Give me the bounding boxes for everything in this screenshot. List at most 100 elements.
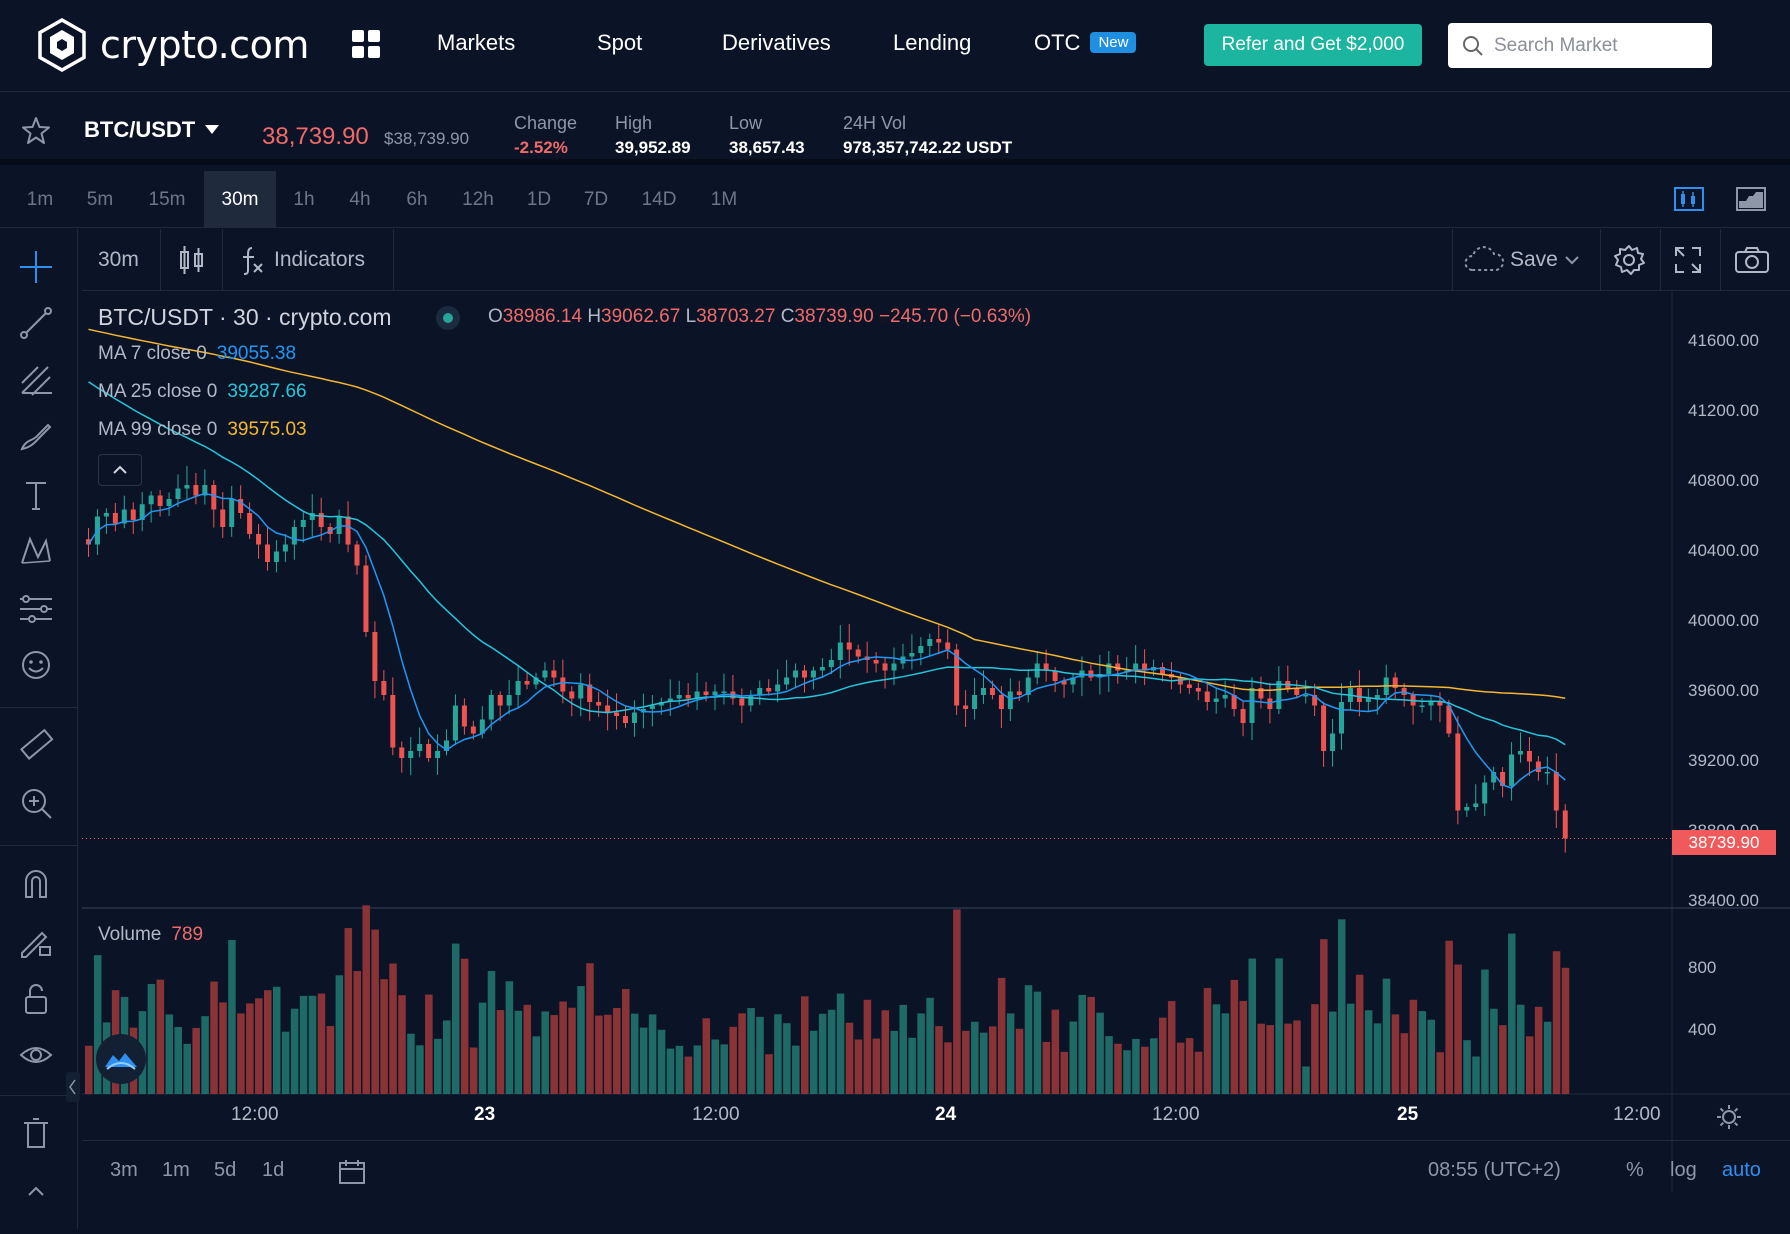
interval-5m[interactable]: 5m bbox=[86, 189, 114, 210]
indicators-button[interactable]: Indicators bbox=[238, 229, 365, 291]
candle-body bbox=[479, 719, 485, 734]
crosshair-icon[interactable] bbox=[14, 245, 58, 289]
favorite-star-icon[interactable] bbox=[20, 115, 52, 147]
candle-body bbox=[1303, 695, 1309, 697]
ma7-legend[interactable]: MA 7 close 0 39055.38 bbox=[98, 343, 296, 365]
eye-icon[interactable] bbox=[14, 1033, 58, 1077]
volume-bar bbox=[944, 1042, 952, 1094]
interval-1d[interactable]: 1D bbox=[526, 189, 552, 210]
emoji-icon[interactable] bbox=[14, 643, 58, 687]
tradingview-logo-icon[interactable] bbox=[96, 1034, 146, 1084]
volume-bar bbox=[586, 963, 594, 1094]
interval-14d[interactable]: 14D bbox=[641, 189, 677, 210]
ma99-legend[interactable]: MA 99 close 0 39575.03 bbox=[98, 419, 307, 441]
l-label: L bbox=[685, 306, 697, 327]
range-5d[interactable]: 5d bbox=[214, 1159, 237, 1181]
interval-15m[interactable]: 15m bbox=[148, 189, 186, 210]
ruler-icon[interactable] bbox=[14, 723, 58, 767]
settings-gear-icon[interactable] bbox=[1612, 229, 1646, 291]
trend-line-icon[interactable] bbox=[14, 301, 58, 345]
volume-bar bbox=[1194, 1051, 1203, 1094]
nav-lending[interactable]: Lending bbox=[893, 30, 972, 55]
interval-1mo[interactable]: 1M bbox=[710, 189, 738, 210]
nav-markets[interactable]: Markets bbox=[437, 30, 516, 55]
volume-bar bbox=[1185, 1038, 1194, 1094]
volume-bar bbox=[890, 1030, 898, 1094]
range-1d[interactable]: 1d bbox=[262, 1159, 285, 1181]
candle-body bbox=[470, 726, 476, 734]
volume-value: 789 bbox=[171, 924, 204, 945]
o-label: O bbox=[488, 306, 503, 327]
ticker-bar: BTC/USDT 38,739.90 $38,739.90 Change -2.5… bbox=[0, 93, 1790, 165]
candle-body bbox=[256, 534, 262, 545]
nav-derivatives[interactable]: Derivatives bbox=[722, 30, 831, 55]
candle-body bbox=[318, 513, 324, 527]
go-to-date-icon[interactable] bbox=[338, 1159, 366, 1185]
x-tick: 25 bbox=[1397, 1104, 1419, 1125]
search-input[interactable] bbox=[1494, 34, 1694, 57]
chevron-up-icon bbox=[113, 465, 127, 474]
interval-7d[interactable]: 7D bbox=[583, 189, 609, 210]
toolbar-interval[interactable]: 30m bbox=[98, 248, 139, 271]
chart-type-icon[interactable] bbox=[178, 229, 206, 291]
interval-6h[interactable]: 6h bbox=[406, 189, 428, 210]
brush-icon[interactable] bbox=[14, 415, 58, 459]
candle-body bbox=[748, 695, 754, 706]
range-3m[interactable]: 3m bbox=[110, 1159, 138, 1181]
interval-1m[interactable]: 1m bbox=[26, 189, 54, 210]
collapse-toolbar-icon[interactable] bbox=[66, 1072, 80, 1102]
interval-1h[interactable]: 1h bbox=[293, 189, 315, 210]
zoom-in-icon[interactable] bbox=[14, 781, 58, 825]
volume-bar bbox=[532, 1036, 540, 1094]
nav-spot[interactable]: Spot bbox=[597, 30, 643, 55]
log-toggle[interactable]: log bbox=[1670, 1159, 1697, 1181]
collapse-legend-button[interactable] bbox=[98, 454, 142, 486]
volume-bar bbox=[1275, 958, 1283, 1094]
auto-toggle[interactable]: auto bbox=[1722, 1159, 1761, 1181]
interval-30m[interactable]: 30m bbox=[204, 171, 276, 228]
ma25-legend[interactable]: MA 25 close 0 39287.66 bbox=[98, 381, 307, 403]
pitchfork-icon[interactable] bbox=[14, 359, 58, 403]
nav-otc[interactable]: OTC New bbox=[1034, 30, 1137, 56]
camera-icon[interactable] bbox=[1734, 229, 1770, 291]
pair-selector[interactable]: BTC/USDT bbox=[84, 117, 220, 143]
candle-body bbox=[1419, 705, 1425, 707]
candlestick-view-icon[interactable] bbox=[1674, 185, 1704, 213]
volume-bar bbox=[613, 1007, 621, 1094]
fullscreen-icon[interactable] bbox=[1672, 229, 1704, 291]
pattern-tool-icon[interactable] bbox=[14, 529, 58, 573]
lock-drawing-icon[interactable] bbox=[14, 919, 58, 963]
sun-settings-icon[interactable] bbox=[1716, 1104, 1742, 1130]
search-box[interactable] bbox=[1448, 23, 1712, 68]
volume-bar bbox=[881, 1010, 890, 1094]
volume-legend[interactable]: Volume 789 bbox=[98, 924, 203, 946]
volume-bar bbox=[559, 1001, 567, 1094]
low-value: 38,657.43 bbox=[729, 138, 805, 157]
volume-bar bbox=[514, 1010, 523, 1094]
volume-bar bbox=[1454, 964, 1462, 1094]
magnet-icon[interactable] bbox=[14, 861, 58, 905]
volume-bar bbox=[281, 1031, 290, 1094]
text-tool-icon[interactable] bbox=[14, 473, 58, 517]
refer-button[interactable]: Refer and Get $2,000 bbox=[1204, 24, 1422, 66]
price-chart[interactable] bbox=[82, 292, 1790, 1228]
brand-logo[interactable]: crypto.com bbox=[36, 18, 309, 72]
candle-body bbox=[148, 495, 154, 505]
trash-icon[interactable] bbox=[14, 1111, 58, 1155]
unlock-icon[interactable] bbox=[14, 977, 58, 1021]
percent-toggle[interactable]: % bbox=[1626, 1159, 1644, 1181]
save-button[interactable]: Save bbox=[1464, 229, 1580, 291]
depth-chart-icon[interactable] bbox=[1736, 185, 1766, 213]
range-1m[interactable]: 1m bbox=[162, 1159, 190, 1181]
interval-4h[interactable]: 4h bbox=[349, 189, 371, 210]
timezone-label[interactable]: 08:55 (UTC+2) bbox=[1428, 1159, 1561, 1181]
candle-body bbox=[685, 695, 691, 699]
apps-grid-icon[interactable] bbox=[352, 30, 380, 58]
measure-lines-icon[interactable] bbox=[14, 587, 58, 631]
chart-toolbar: 30m Indicators Save bbox=[82, 229, 1790, 291]
interval-12h[interactable]: 12h bbox=[462, 189, 494, 210]
volume-bar bbox=[684, 1056, 693, 1094]
chevron-up-icon[interactable] bbox=[14, 1169, 58, 1213]
volume-bar bbox=[1150, 1038, 1158, 1094]
x-tick: 12:00 bbox=[1152, 1104, 1200, 1125]
